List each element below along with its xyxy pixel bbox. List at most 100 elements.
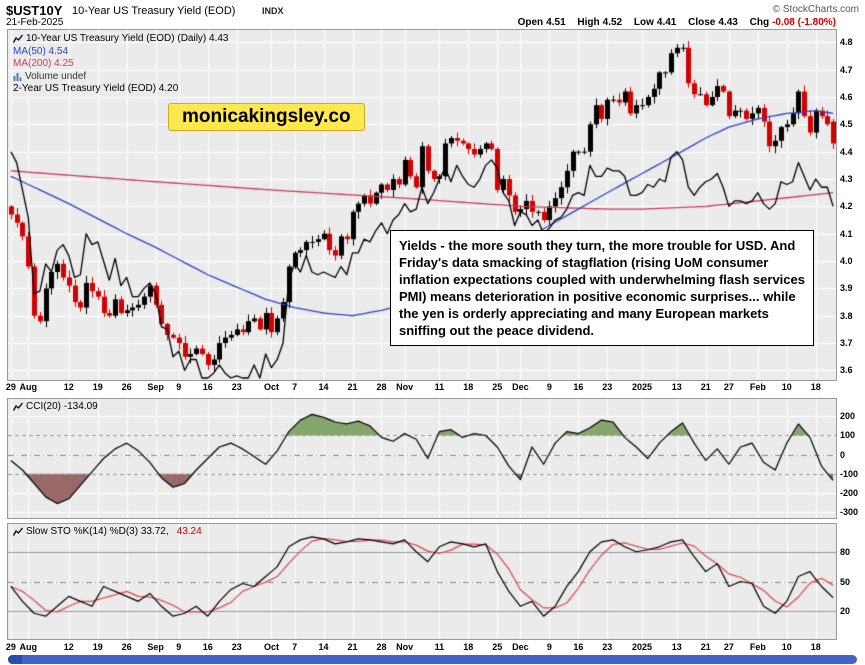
legend-price-label: 10-Year US Treasury Yield (EOD) (Daily) …: [26, 33, 229, 44]
chart-header: $UST10Y 10-Year US Treasury Yield (EOD) …: [0, 0, 865, 30]
x-tick-label: 10: [781, 382, 792, 392]
close-value: 4.43: [718, 17, 738, 28]
legend-volume-row: Volume undef: [13, 71, 229, 84]
x-tick-label: 25: [492, 382, 503, 392]
x-tick-label: 26: [121, 642, 132, 652]
x-tick-label: 16: [202, 382, 213, 392]
price-chart-panel: 10-Year US Treasury Yield (EOD) (Daily) …: [7, 29, 837, 381]
x-tick-label: 23: [602, 642, 613, 652]
stochastic-legend: Slow STO %K(14) %D(3) 33.72, 43.24: [13, 526, 202, 537]
chg-value: -0.08 (-1.80%): [772, 17, 836, 28]
cci-indicator-panel: CCI(20) -134.09: [7, 398, 837, 519]
x-tick-label: 2025: [632, 642, 653, 652]
watermark: monicakingsley.co: [168, 103, 365, 131]
x-tick-label: Feb: [749, 642, 766, 652]
cci-legend: CCI(20) -134.09: [13, 401, 98, 412]
x-tick-label: 9: [176, 382, 182, 392]
stochastic-k-label: Slow STO %K(14) %D(3) 33.72,: [26, 526, 169, 537]
x-tick-label: 16: [573, 642, 584, 652]
x-tick-label: 9: [546, 382, 552, 392]
y-tick-label: -200: [840, 488, 859, 499]
x-tick-label: 21: [347, 642, 358, 652]
x-tick-label: 11: [434, 382, 445, 392]
low-label: Low: [633, 17, 654, 28]
y-tick-label: 200: [840, 411, 856, 422]
y-tick-label: 3.6: [840, 365, 853, 376]
cci-legend-label: CCI(20) -134.09: [26, 401, 98, 412]
x-tick-label: 29: [5, 382, 16, 392]
exchange-label: INDX: [262, 6, 284, 16]
x-tick-label: 13: [671, 382, 682, 392]
x-tick-label: 7: [292, 642, 298, 652]
y-tick-label: 4.2: [840, 201, 853, 212]
x-tick-label: 28: [376, 382, 387, 392]
high-label: High: [577, 17, 600, 28]
scrollbar-left-button[interactable]: [8, 655, 22, 664]
value-axis-column: 4.8 4.7 4.6 4.5 4.4 4.3 4.2 4.1 4.0 3.9 3.8 3.7 3.6 2…: [836, 0, 865, 665]
x-tick-label: Oct: [263, 642, 279, 652]
date-axis-top: 29 Aug 12 19 26 Sep 9 16 23 Oct 7 14 21 28 Nov 11 18 25 De…: [5, 382, 840, 394]
x-tick-label: 7: [292, 382, 298, 392]
y-tick-label: 3.9: [840, 283, 853, 294]
stockcharts-credit: © StockCharts.com: [772, 4, 859, 15]
y-tick-label: 4.6: [840, 91, 853, 102]
open-value: 4.51: [546, 17, 566, 28]
x-tick-label: Sep: [147, 642, 164, 652]
x-tick-label: 23: [602, 382, 613, 392]
x-tick-label: 28: [376, 642, 387, 652]
volume-bars-icon: [13, 73, 22, 82]
chg-label: Chg: [749, 17, 770, 28]
horizontal-scrollbar[interactable]: [8, 655, 857, 664]
x-tick-label: 14: [318, 642, 329, 652]
price-legend: 10-Year US Treasury Yield (EOD) (Daily) …: [13, 33, 229, 96]
x-tick-label: 9: [176, 642, 182, 652]
x-tick-label: 19: [92, 382, 103, 392]
x-tick-label: 10: [781, 642, 792, 652]
cci-canvas: [8, 399, 836, 518]
legend-ma200-row: MA(200) 4.25: [13, 58, 229, 71]
x-tick-label: 13: [671, 642, 682, 652]
x-tick-label: 16: [573, 382, 584, 392]
x-tick-label: Dec: [512, 642, 529, 652]
x-tick-label: 23: [231, 382, 242, 392]
y-tick-label: 3.7: [840, 338, 853, 349]
x-tick-label: 19: [92, 642, 103, 652]
x-tick-label: 14: [318, 382, 329, 392]
y-tick-label: 4.1: [840, 228, 853, 239]
y-tick-label: 80: [840, 546, 851, 557]
x-tick-label: 12: [63, 382, 74, 392]
x-tick-label: 23: [231, 642, 242, 652]
legend-ma50-label: MA(50) 4.54: [13, 45, 69, 57]
close-label: Close: [688, 17, 716, 28]
y-tick-label: 0: [840, 449, 846, 460]
legend-2y-row: 2-Year US Treasury Yield (EOD) 4.20: [13, 83, 229, 96]
x-tick-label: Oct: [263, 382, 279, 392]
x-tick-label: 27: [723, 642, 734, 652]
x-tick-label: 16: [202, 642, 213, 652]
x-tick-label: Dec: [512, 382, 529, 392]
y-tick-label: 3.8: [840, 310, 853, 321]
stochastic-canvas: [8, 524, 836, 639]
x-tick-label: 18: [810, 642, 821, 652]
indicator-icon: [13, 527, 23, 536]
stochastic-d-value: 43.24: [176, 526, 202, 537]
y-tick-label: 4.3: [840, 174, 853, 185]
stochastic-indicator-panel: Slow STO %K(14) %D(3) 33.72, 43.24: [7, 523, 837, 640]
y-tick-label: 50: [840, 576, 851, 587]
x-tick-label: 2025: [632, 382, 653, 392]
x-tick-label: 21: [700, 642, 711, 652]
y-tick-label: 4.0: [840, 256, 853, 267]
x-tick-label: 21: [700, 382, 711, 392]
x-tick-label: 18: [463, 382, 474, 392]
x-tick-label: Feb: [749, 382, 766, 392]
annotation-box: Yields - the more south they turn, the m…: [390, 230, 814, 346]
legend-ma50-row: MA(50) 4.54: [13, 46, 229, 59]
x-tick-label: 12: [63, 642, 74, 652]
x-tick-label: Aug: [19, 642, 38, 652]
x-tick-label: 29: [5, 642, 16, 652]
x-tick-label: Sep: [147, 382, 164, 392]
date-axis-bottom: 29 Aug 12 19 26 Sep 9 16 23 Oct 7 14 21 28 Nov 11 18 25 De…: [5, 642, 840, 654]
x-tick-label: Nov: [396, 642, 414, 652]
y-tick-label: 4.7: [840, 64, 853, 75]
